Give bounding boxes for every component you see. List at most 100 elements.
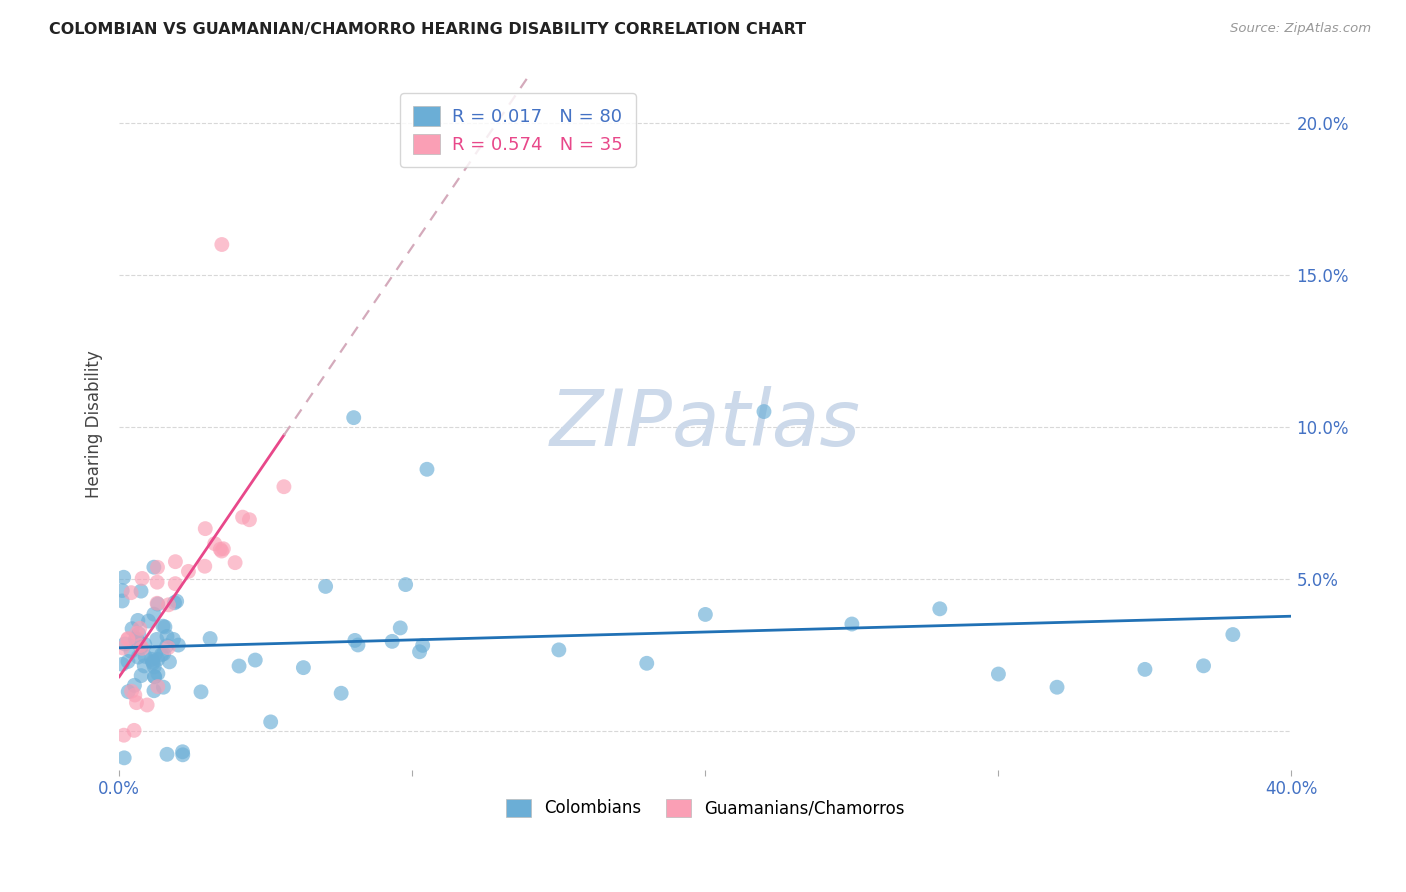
Point — [347, 638, 370, 652]
Point — [190, 685, 212, 699]
Point — [143, 683, 166, 698]
Point — [129, 668, 152, 682]
Point — [211, 544, 233, 558]
Point — [124, 688, 146, 702]
Point — [166, 594, 188, 608]
Point — [121, 622, 143, 636]
Point — [146, 596, 169, 610]
Point — [120, 644, 142, 658]
Point — [146, 652, 169, 666]
Point — [209, 542, 232, 557]
Point — [172, 747, 194, 762]
Y-axis label: Hearing Disability: Hearing Disability — [86, 350, 103, 498]
Point — [157, 640, 180, 655]
Point — [112, 728, 135, 742]
Point — [389, 621, 412, 635]
Point — [143, 670, 166, 684]
Point — [117, 655, 139, 669]
Point — [122, 723, 145, 738]
Point — [156, 629, 179, 643]
Point — [228, 659, 250, 673]
Point — [131, 571, 153, 585]
Point — [238, 513, 260, 527]
Point — [152, 680, 174, 694]
Point — [177, 565, 200, 579]
Point — [142, 656, 165, 670]
Point — [343, 633, 366, 648]
Point — [146, 560, 169, 574]
Point — [194, 559, 217, 574]
Point — [152, 619, 174, 633]
Point — [695, 607, 717, 622]
Point — [146, 666, 169, 681]
Point — [143, 670, 166, 684]
Point — [128, 621, 150, 635]
Point — [142, 655, 165, 669]
Point — [111, 640, 134, 655]
Point — [129, 584, 152, 599]
Point — [165, 555, 187, 569]
Point — [145, 647, 167, 661]
Point — [928, 602, 950, 616]
Point — [125, 626, 148, 640]
Point — [131, 641, 153, 656]
Point — [198, 632, 221, 646]
Point — [752, 404, 775, 418]
Point — [211, 237, 233, 252]
Point — [127, 650, 149, 665]
Point — [165, 576, 187, 591]
Point — [134, 649, 156, 664]
Text: COLOMBIAN VS GUAMANIAN/CHAMORRO HEARING DISABILITY CORRELATION CHART: COLOMBIAN VS GUAMANIAN/CHAMORRO HEARING … — [49, 22, 806, 37]
Legend: Colombians, Guamanians/Chamorros: Colombians, Guamanians/Chamorros — [499, 792, 911, 824]
Point — [273, 480, 295, 494]
Point — [408, 645, 430, 659]
Point — [125, 632, 148, 646]
Point — [146, 575, 169, 590]
Point — [156, 747, 179, 762]
Point — [162, 632, 184, 647]
Point — [163, 596, 186, 610]
Point — [394, 577, 416, 591]
Point — [117, 632, 139, 647]
Point — [141, 652, 163, 666]
Point — [121, 684, 143, 698]
Point — [547, 643, 569, 657]
Point — [143, 659, 166, 673]
Point — [142, 560, 165, 574]
Point — [412, 639, 434, 653]
Point — [111, 594, 134, 608]
Point — [124, 632, 146, 646]
Point — [232, 510, 254, 524]
Point — [224, 556, 246, 570]
Point — [138, 614, 160, 628]
Point — [150, 648, 173, 662]
Point — [146, 680, 169, 694]
Point — [153, 620, 176, 634]
Point — [204, 537, 226, 551]
Point — [114, 637, 136, 651]
Point — [125, 696, 148, 710]
Point — [315, 579, 337, 593]
Point — [117, 684, 139, 698]
Point — [157, 598, 180, 612]
Text: ZIPatlas: ZIPatlas — [550, 385, 860, 462]
Point — [134, 637, 156, 651]
Point — [381, 634, 404, 648]
Point — [841, 617, 863, 632]
Point — [134, 659, 156, 673]
Point — [1192, 658, 1215, 673]
Point — [156, 639, 179, 653]
Point — [292, 660, 315, 674]
Point — [260, 714, 283, 729]
Point — [129, 640, 152, 655]
Point — [124, 678, 146, 692]
Point — [112, 751, 135, 765]
Point — [146, 597, 169, 611]
Point — [987, 667, 1010, 681]
Point — [136, 698, 159, 712]
Point — [416, 462, 439, 476]
Point — [127, 614, 149, 628]
Point — [343, 410, 366, 425]
Point — [167, 638, 190, 652]
Point — [245, 653, 267, 667]
